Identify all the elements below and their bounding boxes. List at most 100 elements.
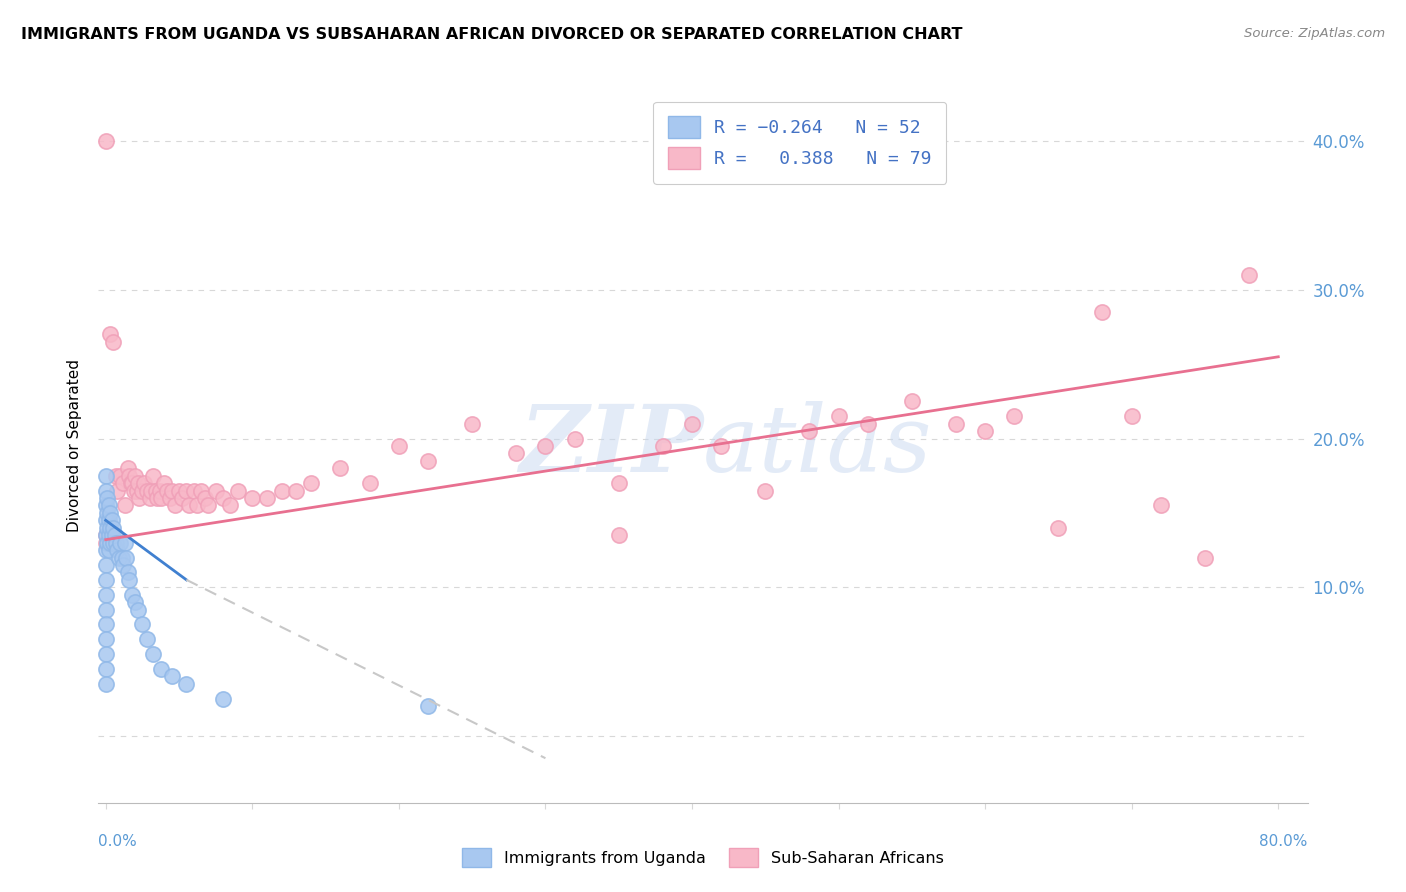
Point xyxy=(94,528,117,542)
Point xyxy=(131,617,153,632)
Point xyxy=(142,647,165,661)
Point xyxy=(96,491,118,505)
Point xyxy=(124,468,146,483)
Point xyxy=(135,483,157,498)
Point xyxy=(149,483,172,498)
Point xyxy=(212,491,235,505)
Point xyxy=(94,558,117,572)
Point xyxy=(94,677,117,691)
Point xyxy=(145,483,167,498)
Point xyxy=(219,499,242,513)
Point xyxy=(270,483,292,498)
Point xyxy=(98,506,121,520)
Point xyxy=(156,483,179,498)
Point xyxy=(160,483,183,498)
Point xyxy=(186,499,208,513)
Point xyxy=(94,468,117,483)
Point xyxy=(94,617,117,632)
Point xyxy=(299,476,322,491)
Point xyxy=(105,535,128,549)
Point xyxy=(564,432,586,446)
Point xyxy=(94,662,117,676)
Point xyxy=(97,528,120,542)
Point xyxy=(96,521,118,535)
Point xyxy=(710,439,733,453)
Point xyxy=(1150,499,1173,513)
Point xyxy=(418,699,440,714)
Point xyxy=(799,424,821,438)
Point xyxy=(114,499,136,513)
Point xyxy=(94,543,117,558)
Point xyxy=(142,468,165,483)
Point xyxy=(111,550,134,565)
Text: 80.0%: 80.0% xyxy=(1260,834,1308,849)
Point xyxy=(94,499,117,513)
Point xyxy=(100,528,122,542)
Point xyxy=(827,409,849,424)
Point xyxy=(101,334,124,349)
Point xyxy=(1091,305,1114,319)
Point xyxy=(110,535,132,549)
Point xyxy=(127,476,149,491)
Point xyxy=(94,573,117,587)
Point xyxy=(167,483,190,498)
Point xyxy=(505,446,527,460)
Point xyxy=(94,528,117,542)
Point xyxy=(141,483,163,498)
Point xyxy=(94,632,117,647)
Point xyxy=(94,647,117,661)
Point xyxy=(120,476,142,491)
Point xyxy=(114,535,136,549)
Point xyxy=(754,483,776,498)
Point xyxy=(112,558,135,572)
Point xyxy=(101,521,124,535)
Point xyxy=(94,602,117,616)
Point xyxy=(329,461,352,475)
Point xyxy=(108,550,131,565)
Point xyxy=(160,669,183,683)
Point xyxy=(115,550,138,565)
Point xyxy=(240,491,263,505)
Point xyxy=(105,468,128,483)
Point xyxy=(98,535,121,549)
Text: ZIP: ZIP xyxy=(519,401,703,491)
Point xyxy=(856,417,879,431)
Point xyxy=(96,535,118,549)
Point xyxy=(607,528,630,542)
Point xyxy=(94,483,117,498)
Point xyxy=(94,535,117,549)
Point xyxy=(98,327,121,342)
Point xyxy=(461,417,484,431)
Point xyxy=(190,483,212,498)
Point xyxy=(121,476,143,491)
Point xyxy=(118,468,141,483)
Point xyxy=(103,528,125,542)
Point xyxy=(112,476,135,491)
Text: 0.0%: 0.0% xyxy=(98,834,138,849)
Point xyxy=(974,424,997,438)
Point xyxy=(176,483,198,498)
Text: atlas: atlas xyxy=(703,401,932,491)
Point xyxy=(100,513,122,527)
Point xyxy=(1047,521,1070,535)
Point xyxy=(101,535,124,549)
Point xyxy=(176,677,198,691)
Point xyxy=(170,491,193,505)
Point xyxy=(117,566,139,580)
Point xyxy=(534,439,557,453)
Legend: Immigrants from Uganda, Sub-Saharan Africans: Immigrants from Uganda, Sub-Saharan Afri… xyxy=(454,839,952,875)
Point xyxy=(183,483,205,498)
Legend: R = −0.264   N = 52, R =   0.388   N = 79: R = −0.264 N = 52, R = 0.388 N = 79 xyxy=(652,102,946,184)
Point xyxy=(651,439,673,453)
Point xyxy=(96,506,118,520)
Point xyxy=(132,476,155,491)
Point xyxy=(124,595,146,609)
Point xyxy=(901,394,924,409)
Point xyxy=(97,513,120,527)
Point xyxy=(94,134,117,148)
Point xyxy=(94,513,117,527)
Point xyxy=(150,662,173,676)
Point xyxy=(256,491,278,505)
Point xyxy=(1237,268,1260,282)
Point xyxy=(146,491,169,505)
